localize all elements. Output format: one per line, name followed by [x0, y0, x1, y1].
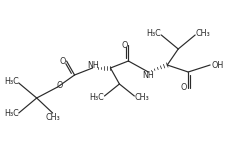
Text: O: O: [59, 57, 66, 66]
Text: NH: NH: [142, 72, 154, 81]
Text: H₃C: H₃C: [4, 78, 19, 87]
Text: CH₃: CH₃: [134, 93, 149, 102]
Text: H₃C: H₃C: [4, 110, 19, 118]
Text: CH₃: CH₃: [45, 114, 60, 123]
Text: NH: NH: [88, 60, 99, 69]
Text: O: O: [181, 82, 187, 91]
Text: CH₃: CH₃: [195, 30, 210, 39]
Text: OH: OH: [211, 60, 223, 69]
Text: O: O: [121, 40, 127, 50]
Text: H₃C: H₃C: [147, 30, 161, 39]
Text: H₃C: H₃C: [90, 93, 104, 102]
Text: O: O: [56, 81, 63, 90]
